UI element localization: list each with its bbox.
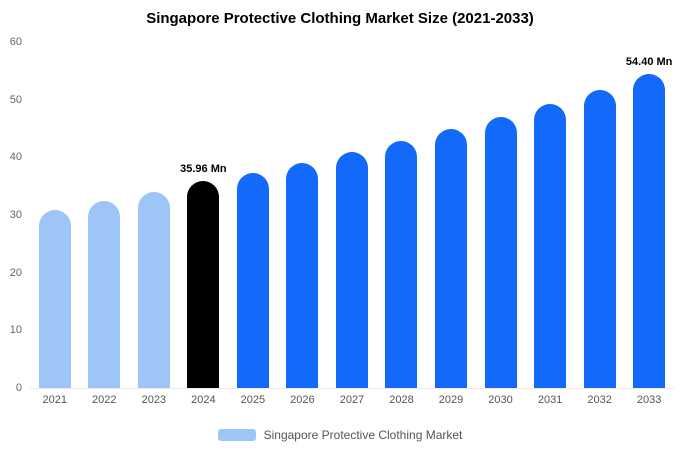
bar-2029 — [435, 128, 468, 388]
x-tick-label-2031: 2031 — [537, 394, 563, 406]
plot-area: 35.96 Mn 54.40 Mn — [30, 42, 674, 389]
bar-column-2021 — [30, 42, 80, 388]
x-tick-label-2022: 2022 — [92, 394, 117, 406]
x-tick-label-2026: 2026 — [290, 394, 315, 406]
y-tick-label: 0 — [15, 382, 22, 394]
y-axis: 0 10 20 30 40 50 60 — [0, 36, 24, 394]
bar-2030 — [484, 116, 517, 388]
legend-label: Singapore Protective Clothing Market — [263, 428, 463, 442]
bar-2025 — [236, 172, 269, 388]
bar-2024 — [187, 180, 220, 388]
bar-column-2032 — [575, 42, 625, 388]
x-tick-label-2029: 2029 — [438, 394, 464, 406]
bar-2033 — [633, 74, 666, 388]
bar-column-2027 — [327, 42, 377, 388]
x-tick-label-2023: 2023 — [141, 394, 167, 406]
x-tick-label-2030: 2030 — [488, 394, 513, 406]
x-axis: 2021 2022 2023 2024 2025 2026 2027 2028 2029 2030… — [30, 394, 674, 406]
x-tick-label-2025: 2025 — [240, 394, 266, 406]
bar-value-label-2033: 54.40 Mn — [625, 56, 673, 69]
bar-column-2025 — [228, 42, 278, 388]
y-tick-label: 40 — [9, 151, 22, 164]
bar-2026 — [286, 163, 319, 388]
x-tick-label-2024: 2024 — [191, 394, 216, 406]
legend: Singapore Protective Clothing Market — [0, 428, 680, 442]
bar-2021 — [38, 210, 71, 388]
bar-2023 — [137, 191, 170, 388]
bar-2028 — [385, 140, 418, 388]
x-tick-label-2032: 2032 — [587, 394, 612, 406]
bar-column-2029 — [426, 42, 476, 388]
x-tick-label-2027: 2027 — [339, 394, 365, 406]
bar-column-2031 — [525, 42, 575, 388]
y-tick-label: 10 — [9, 324, 22, 337]
bar-column-2023 — [129, 42, 179, 388]
bar-column-2030 — [476, 42, 526, 388]
x-tick-label-2028: 2028 — [389, 394, 414, 406]
bar-column-2022 — [80, 42, 130, 388]
bar-column-2026 — [278, 42, 328, 388]
bar-2031 — [534, 103, 567, 388]
y-tick-label: 60 — [9, 36, 22, 48]
y-tick-label: 30 — [9, 209, 22, 221]
y-tick-label: 20 — [9, 266, 22, 279]
x-tick-label-2021: 2021 — [42, 394, 67, 406]
bar-column-2033: 54.40 Mn — [624, 42, 674, 388]
bar-2027 — [335, 152, 368, 388]
x-tick-label-2033: 2033 — [636, 394, 662, 406]
bar-2022 — [88, 201, 121, 388]
chart-title: Singapore Protective Clothing Market Siz… — [146, 10, 534, 27]
bar-value-label-2024: 35.96 Mn — [180, 162, 227, 175]
bar-column-2024: 35.96 Mn — [179, 42, 229, 388]
bar-2032 — [583, 90, 616, 388]
legend-swatch — [217, 429, 256, 441]
y-tick-label: 50 — [9, 93, 22, 106]
bar-column-2028 — [377, 42, 427, 388]
